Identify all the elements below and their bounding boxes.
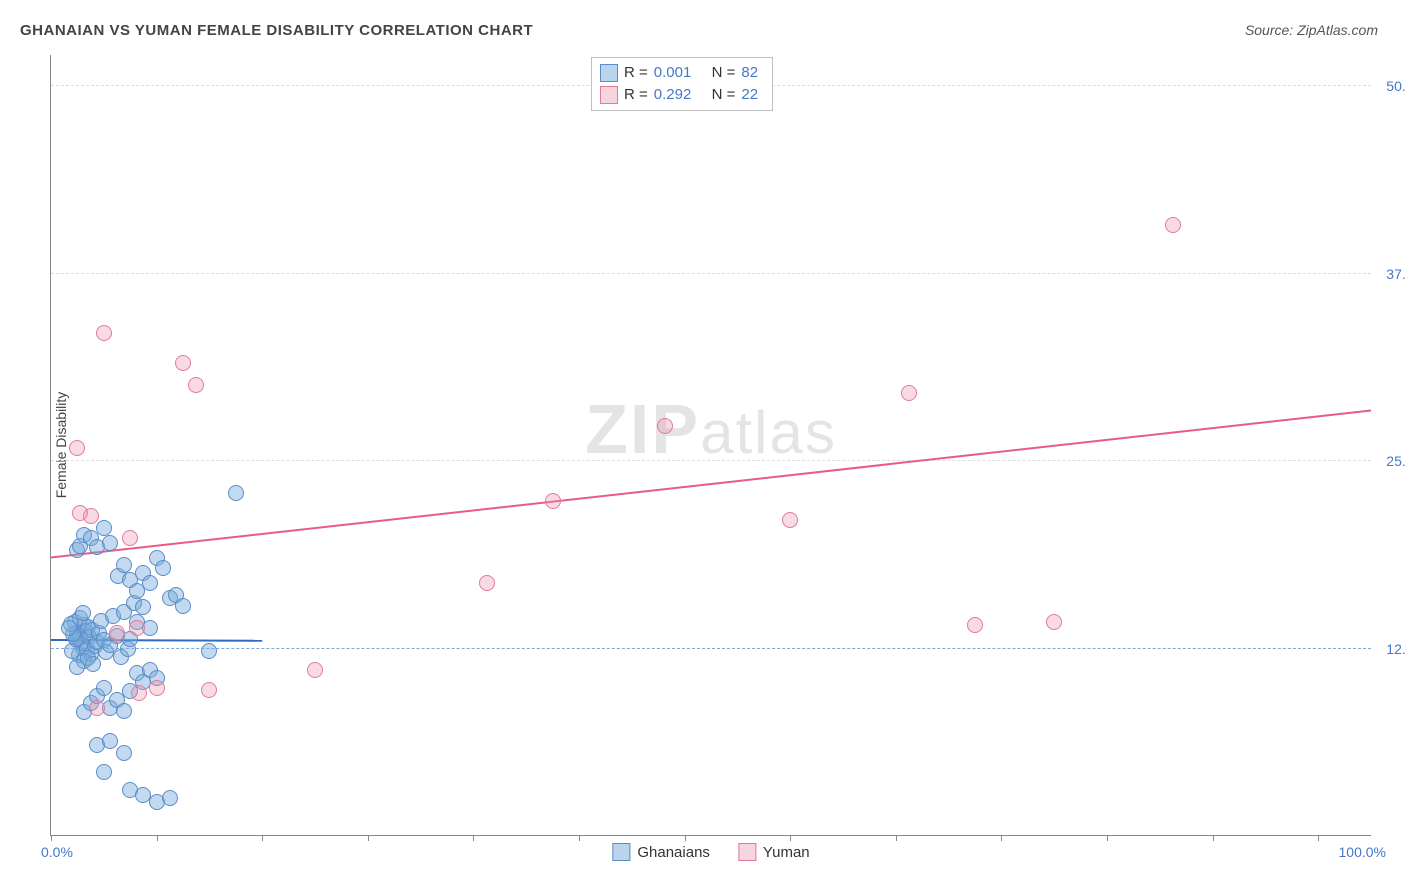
x-tick [579, 835, 580, 841]
r-value: 0.292 [654, 84, 692, 106]
x-tick [1001, 835, 1002, 841]
scatter-point [69, 440, 85, 456]
scatter-point [131, 685, 147, 701]
r-label: R = [624, 84, 648, 106]
scatter-point [188, 377, 204, 393]
scatter-point [201, 643, 217, 659]
scatter-point [135, 599, 151, 615]
chart-title: GHANAIAN VS YUMAN FEMALE DISABILITY CORR… [20, 22, 533, 39]
scatter-point [61, 620, 77, 636]
scatter-point [96, 520, 112, 536]
scatter-point [102, 535, 118, 551]
scatter-point [901, 385, 917, 401]
scatter-point [83, 508, 99, 524]
y-tick-label: 12.5% [1386, 641, 1406, 657]
x-tick [1213, 835, 1214, 841]
plot-area: Female Disability 12.5%25.0%37.5%50.0% 0… [50, 55, 1371, 836]
legend-item-ghanaians: Ghanaians [612, 843, 710, 861]
scatter-point [129, 620, 145, 636]
scatter-point [149, 680, 165, 696]
r-value: 0.001 [654, 62, 692, 84]
swatch-blue [600, 64, 618, 82]
scatter-point [228, 485, 244, 501]
scatter-point [116, 703, 132, 719]
r-label: R = [624, 62, 648, 84]
scatter-point [89, 700, 105, 716]
scatter-point [175, 355, 191, 371]
scatter-point [479, 575, 495, 591]
x-axis-start-label: 0.0% [41, 844, 73, 860]
scatter-point [96, 764, 112, 780]
scatter-point [96, 680, 112, 696]
x-tick [262, 835, 263, 841]
scatter-point [545, 493, 561, 509]
scatter-point [96, 325, 112, 341]
scatter-point [967, 617, 983, 633]
scatter-point [782, 512, 798, 528]
scatter-point [85, 656, 101, 672]
x-tick [896, 835, 897, 841]
legend-series: Ghanaians Yuman [612, 843, 809, 861]
source-label: Source: ZipAtlas.com [1245, 22, 1378, 38]
scatter-point [116, 745, 132, 761]
scatter-point [102, 733, 118, 749]
scatter-point [155, 560, 171, 576]
n-value: 82 [741, 62, 758, 84]
legend-row-ghanaians: R = 0.001 N = 82 [600, 62, 758, 84]
swatch-blue [612, 843, 630, 861]
x-tick [790, 835, 791, 841]
x-tick [368, 835, 369, 841]
scatter-point [122, 530, 138, 546]
scatter-point [657, 418, 673, 434]
x-tick [51, 835, 52, 841]
trend-lines [51, 55, 1371, 835]
n-label: N = [712, 62, 736, 84]
n-label: N = [712, 84, 736, 106]
y-tick-label: 25.0% [1386, 453, 1406, 469]
legend-label: Yuman [763, 844, 810, 861]
swatch-pink [738, 843, 756, 861]
x-tick [1318, 835, 1319, 841]
scatter-point [175, 598, 191, 614]
scatter-point [201, 682, 217, 698]
scatter-point [109, 625, 125, 641]
trend-line [51, 411, 1371, 558]
x-axis-end-label: 100.0% [1339, 844, 1386, 860]
x-tick [157, 835, 158, 841]
scatter-point [1165, 217, 1181, 233]
x-tick [1107, 835, 1108, 841]
n-value: 22 [741, 84, 758, 106]
y-tick-label: 50.0% [1386, 78, 1406, 94]
scatter-point [162, 790, 178, 806]
y-tick-label: 37.5% [1386, 266, 1406, 282]
x-tick [473, 835, 474, 841]
legend-row-yuman: R = 0.292 N = 22 [600, 84, 758, 106]
legend-label: Ghanaians [637, 844, 710, 861]
legend-correlation: R = 0.001 N = 82 R = 0.292 N = 22 [591, 57, 773, 111]
scatter-point [307, 662, 323, 678]
scatter-point [142, 575, 158, 591]
x-tick [685, 835, 686, 841]
swatch-pink [600, 86, 618, 104]
scatter-point [1046, 614, 1062, 630]
legend-item-yuman: Yuman [738, 843, 810, 861]
scatter-point [116, 557, 132, 573]
